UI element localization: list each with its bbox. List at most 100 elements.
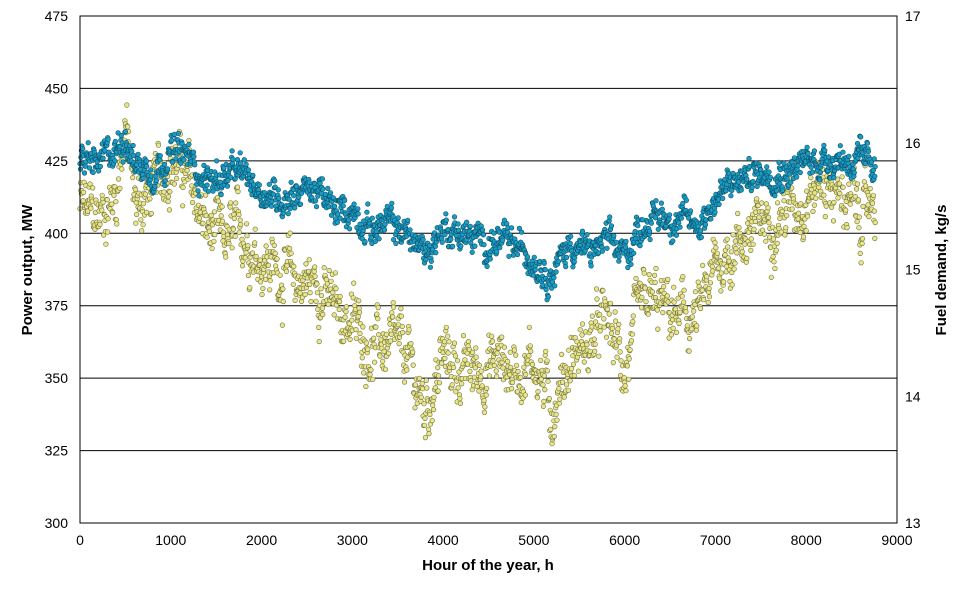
data-point (654, 307, 660, 313)
x-tick-label: 5000 (518, 532, 549, 548)
data-point (518, 399, 524, 406)
data-point (97, 221, 103, 227)
data-point (435, 388, 441, 394)
data-point (228, 200, 234, 206)
data-point (851, 170, 857, 176)
data-point (628, 261, 634, 267)
data-point (347, 226, 353, 232)
data-point (544, 358, 550, 364)
data-point (765, 205, 771, 211)
y-right-tick-label: 13 (905, 515, 921, 531)
data-point (766, 169, 772, 175)
data-point (670, 238, 676, 244)
data-point (330, 289, 336, 296)
data-point (506, 253, 512, 259)
data-point (750, 179, 756, 185)
data-point (776, 159, 782, 165)
data-point (318, 292, 325, 299)
data-point (292, 297, 298, 304)
data-point (333, 286, 339, 292)
data-point (143, 158, 149, 164)
data-point (467, 223, 473, 229)
data-point (446, 339, 452, 345)
data-point (406, 327, 412, 333)
data-point (306, 179, 312, 185)
data-point (247, 285, 253, 291)
data-point (700, 262, 706, 269)
data-point (181, 157, 187, 163)
data-point (353, 327, 359, 333)
data-point (522, 392, 528, 398)
data-point (220, 229, 226, 235)
data-point (109, 201, 115, 207)
data-point (716, 275, 723, 281)
x-tick-label: 3000 (337, 532, 368, 548)
data-point (327, 190, 334, 196)
data-point (617, 349, 623, 355)
data-point (169, 137, 175, 143)
data-point (386, 350, 392, 356)
data-point (568, 366, 575, 372)
series-power-output (77, 129, 878, 303)
data-point (231, 215, 237, 221)
data-point (244, 233, 250, 239)
data-point (635, 223, 641, 229)
data-point (599, 248, 606, 254)
data-point (441, 339, 448, 345)
data-point (500, 237, 506, 243)
x-tick-label: 9000 (881, 532, 912, 548)
data-point (426, 431, 432, 437)
data-point (288, 250, 294, 256)
data-point (272, 178, 278, 184)
y-left-tick-label: 325 (45, 443, 69, 459)
data-point (389, 200, 395, 206)
data-point (133, 220, 139, 226)
data-point (648, 220, 655, 226)
data-point (678, 215, 685, 221)
data-point (429, 418, 435, 424)
data-point (677, 224, 683, 230)
data-point (439, 239, 445, 245)
data-point (196, 215, 202, 221)
data-point (211, 209, 217, 215)
data-point (788, 179, 794, 185)
data-point (173, 156, 179, 162)
data-point (125, 124, 131, 130)
data-point (579, 321, 586, 327)
data-point (200, 220, 206, 226)
data-point (854, 140, 861, 147)
data-point (617, 336, 623, 342)
data-point (767, 174, 774, 180)
data-point (104, 197, 110, 203)
data-point (337, 215, 343, 221)
data-point (462, 357, 468, 363)
data-point (245, 167, 251, 173)
data-point (553, 269, 559, 275)
data-point (779, 208, 785, 214)
data-point (473, 345, 479, 351)
data-point (736, 225, 742, 231)
data-point (865, 202, 871, 208)
data-point (367, 372, 373, 378)
data-point (369, 215, 375, 221)
data-point (608, 330, 615, 337)
data-point (853, 186, 860, 192)
data-point (591, 336, 597, 342)
data-point (626, 376, 632, 382)
data-point (111, 192, 117, 198)
data-point (420, 236, 426, 243)
data-point (487, 256, 493, 262)
data-point (90, 169, 96, 175)
data-point (570, 361, 577, 367)
data-point (623, 238, 629, 244)
data-point (804, 213, 811, 219)
data-point (171, 181, 177, 187)
data-point (808, 164, 814, 170)
y-left-tick-label: 350 (45, 370, 69, 386)
data-point (180, 203, 186, 209)
data-point (362, 239, 368, 245)
data-point (603, 334, 610, 340)
data-point (265, 262, 272, 269)
data-point (637, 243, 643, 249)
data-point (375, 305, 381, 311)
